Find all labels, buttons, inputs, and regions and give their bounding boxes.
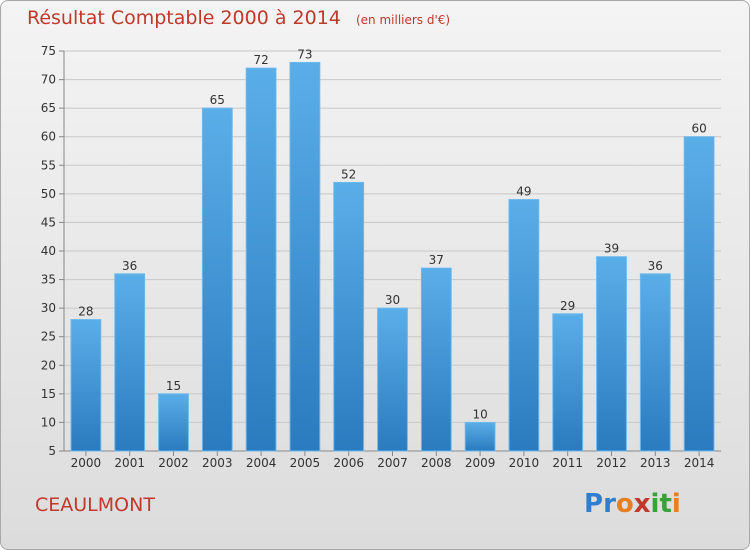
data-label-2014: 60: [691, 122, 706, 136]
x-tick-label-2013: 2013: [640, 456, 671, 470]
y-tick-label: 5: [48, 444, 56, 458]
x-tick-label-2014: 2014: [684, 456, 715, 470]
bar-2005: [289, 61, 321, 452]
data-label-2012: 39: [604, 242, 619, 256]
chart-subtitle: (en milliers d'€): [355, 13, 451, 27]
data-label-2010: 49: [516, 185, 531, 199]
bar-2009: [464, 421, 496, 452]
y-tick-label: 75: [41, 44, 56, 58]
chart-title: Résultat Comptable 2000 à 2014: [27, 7, 341, 29]
bar-2008: [420, 267, 452, 452]
data-label-2002: 15: [166, 379, 181, 393]
title-area: Résultat Comptable 2000 à 2014 (en milli…: [27, 7, 450, 29]
y-tick-label: 40: [41, 244, 56, 258]
bar-2004: [245, 67, 277, 452]
data-label-2007: 30: [385, 293, 400, 307]
bar-2011: [552, 313, 584, 452]
logo-letter: o: [615, 489, 634, 519]
x-tick-label-2002: 2002: [158, 456, 189, 470]
y-tick-label: 55: [41, 158, 56, 172]
bar-2013: [639, 273, 671, 452]
data-label-2000: 28: [78, 305, 93, 319]
y-tick-label: 25: [41, 330, 56, 344]
data-label-2011: 29: [560, 299, 575, 313]
x-tick-label-2012: 2012: [596, 456, 627, 470]
bar-2000: [70, 319, 102, 452]
x-tick-label-2010: 2010: [509, 456, 540, 470]
proxiti-logo: Proxiti: [584, 489, 681, 519]
logo-letter: r: [603, 489, 616, 519]
data-label-2001: 36: [122, 259, 137, 273]
x-tick-label-2007: 2007: [377, 456, 408, 470]
x-tick-label-2000: 2000: [71, 456, 102, 470]
data-label-2008: 37: [429, 253, 444, 267]
x-tick-label-2005: 2005: [290, 456, 321, 470]
data-label-2013: 36: [648, 259, 663, 273]
logo-letter: P: [584, 489, 604, 519]
bar-2014: [683, 136, 715, 452]
y-tick-label: 15: [41, 387, 56, 401]
y-tick-label: 10: [41, 415, 56, 429]
y-tick-label: 65: [41, 101, 56, 115]
data-label-2006: 52: [341, 167, 356, 181]
y-tick-label: 60: [41, 130, 56, 144]
logo-letter: x: [633, 489, 651, 519]
x-tick-label-2006: 2006: [333, 456, 364, 470]
logo-letter: t: [659, 489, 672, 519]
x-tick-label-2001: 2001: [114, 456, 145, 470]
y-tick-label: 30: [41, 301, 56, 315]
bar-2010: [508, 199, 540, 452]
data-label-2009: 10: [472, 407, 487, 421]
bar-2001: [114, 273, 146, 452]
y-tick-label: 35: [41, 273, 56, 287]
x-tick-label-2004: 2004: [246, 456, 277, 470]
x-tick-label-2009: 2009: [465, 456, 496, 470]
logo-letter: i: [650, 489, 660, 519]
y-tick-label: 70: [41, 73, 56, 87]
bar-2002: [158, 393, 189, 452]
y-tick-label: 50: [41, 187, 56, 201]
data-label-2005: 73: [297, 47, 312, 61]
town-name: CEAULMONT: [35, 494, 155, 516]
data-label-2003: 65: [210, 93, 225, 107]
y-tick-label: 45: [41, 215, 56, 229]
bar-2003: [201, 107, 233, 452]
data-label-2004: 72: [253, 53, 268, 67]
bar-2012: [596, 256, 627, 452]
logo-letter: i: [671, 489, 681, 519]
y-tick-label: 20: [41, 358, 56, 372]
x-tick-label-2003: 2003: [202, 456, 233, 470]
x-tick-label-2008: 2008: [421, 456, 452, 470]
bar-2006: [333, 181, 365, 452]
bar-2007: [377, 307, 408, 452]
x-tick-label-2011: 2011: [552, 456, 583, 470]
